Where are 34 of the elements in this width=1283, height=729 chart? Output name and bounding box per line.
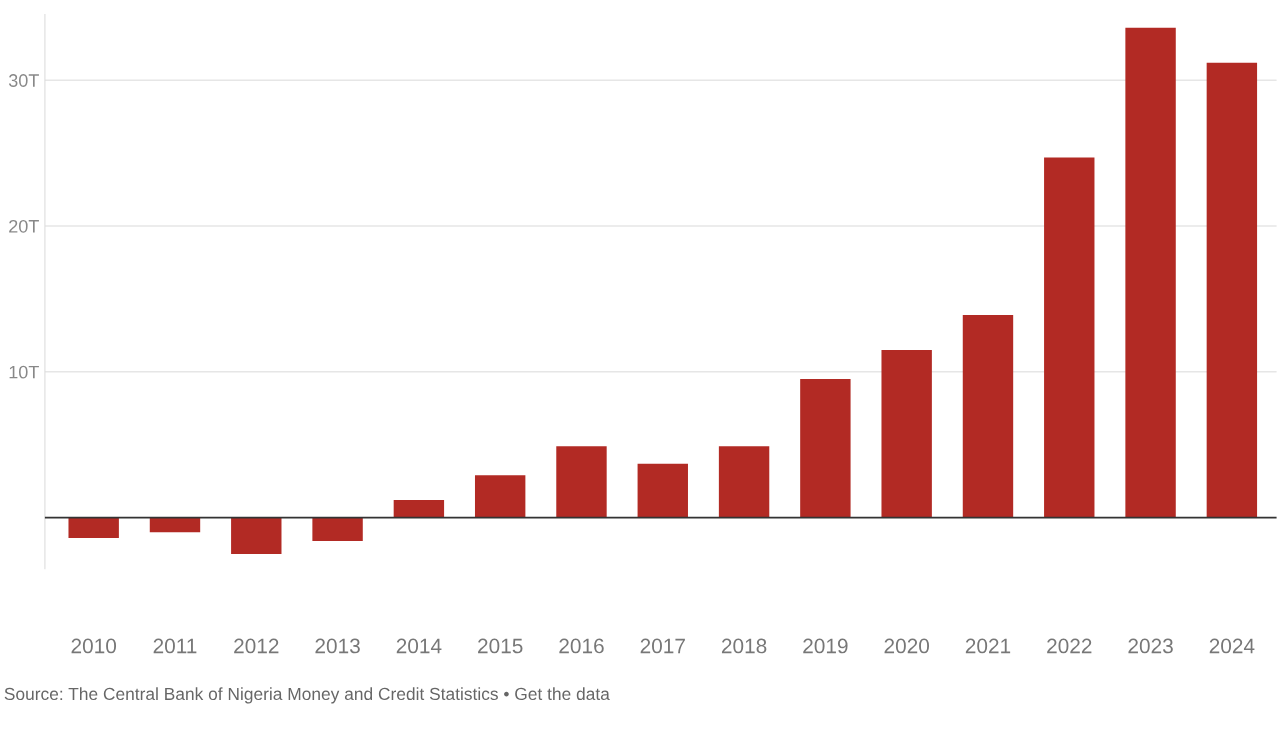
bar <box>718 446 770 518</box>
bar <box>962 314 1014 518</box>
bar <box>800 379 851 518</box>
x-tick-label: 2010 <box>71 638 117 654</box>
bar <box>231 517 282 555</box>
bar <box>556 446 607 518</box>
x-tick-label: 2017 <box>640 638 685 654</box>
x-tick-label: 2023 <box>1128 638 1173 654</box>
y-tick-label: 30T <box>8 74 39 87</box>
x-tick-label: 2019 <box>803 638 848 654</box>
bar <box>1125 27 1176 518</box>
x-tick-label: 2018 <box>721 638 767 654</box>
x-tick-label: 2015 <box>478 638 523 654</box>
y-tick-label: 10T <box>9 365 39 379</box>
x-tick-label: 2012 <box>234 638 279 654</box>
bar <box>637 463 688 518</box>
x-tick-label: 2014 <box>396 638 442 654</box>
bar <box>1206 62 1258 518</box>
x-tick-label: 2020 <box>884 638 930 654</box>
bar <box>881 349 932 518</box>
x-tick-label: 2022 <box>1047 638 1092 654</box>
x-tick-label: 2011 <box>153 638 197 654</box>
bar <box>68 517 119 538</box>
x-tick-label: 2024 <box>1209 638 1255 654</box>
bar <box>149 517 201 533</box>
x-tick-label: 2021 <box>965 638 1011 654</box>
bar <box>393 500 445 518</box>
bar <box>312 517 363 541</box>
x-tick-label: 2016 <box>559 638 604 654</box>
bar <box>1044 157 1095 518</box>
y-tick-label: 20T <box>9 219 39 233</box>
bar <box>474 475 526 518</box>
source-note: Source: The Central Bank of Nigeria Money and Credit Statistics • Get the data <box>4 687 610 704</box>
x-tick-label: 2013 <box>315 638 360 654</box>
